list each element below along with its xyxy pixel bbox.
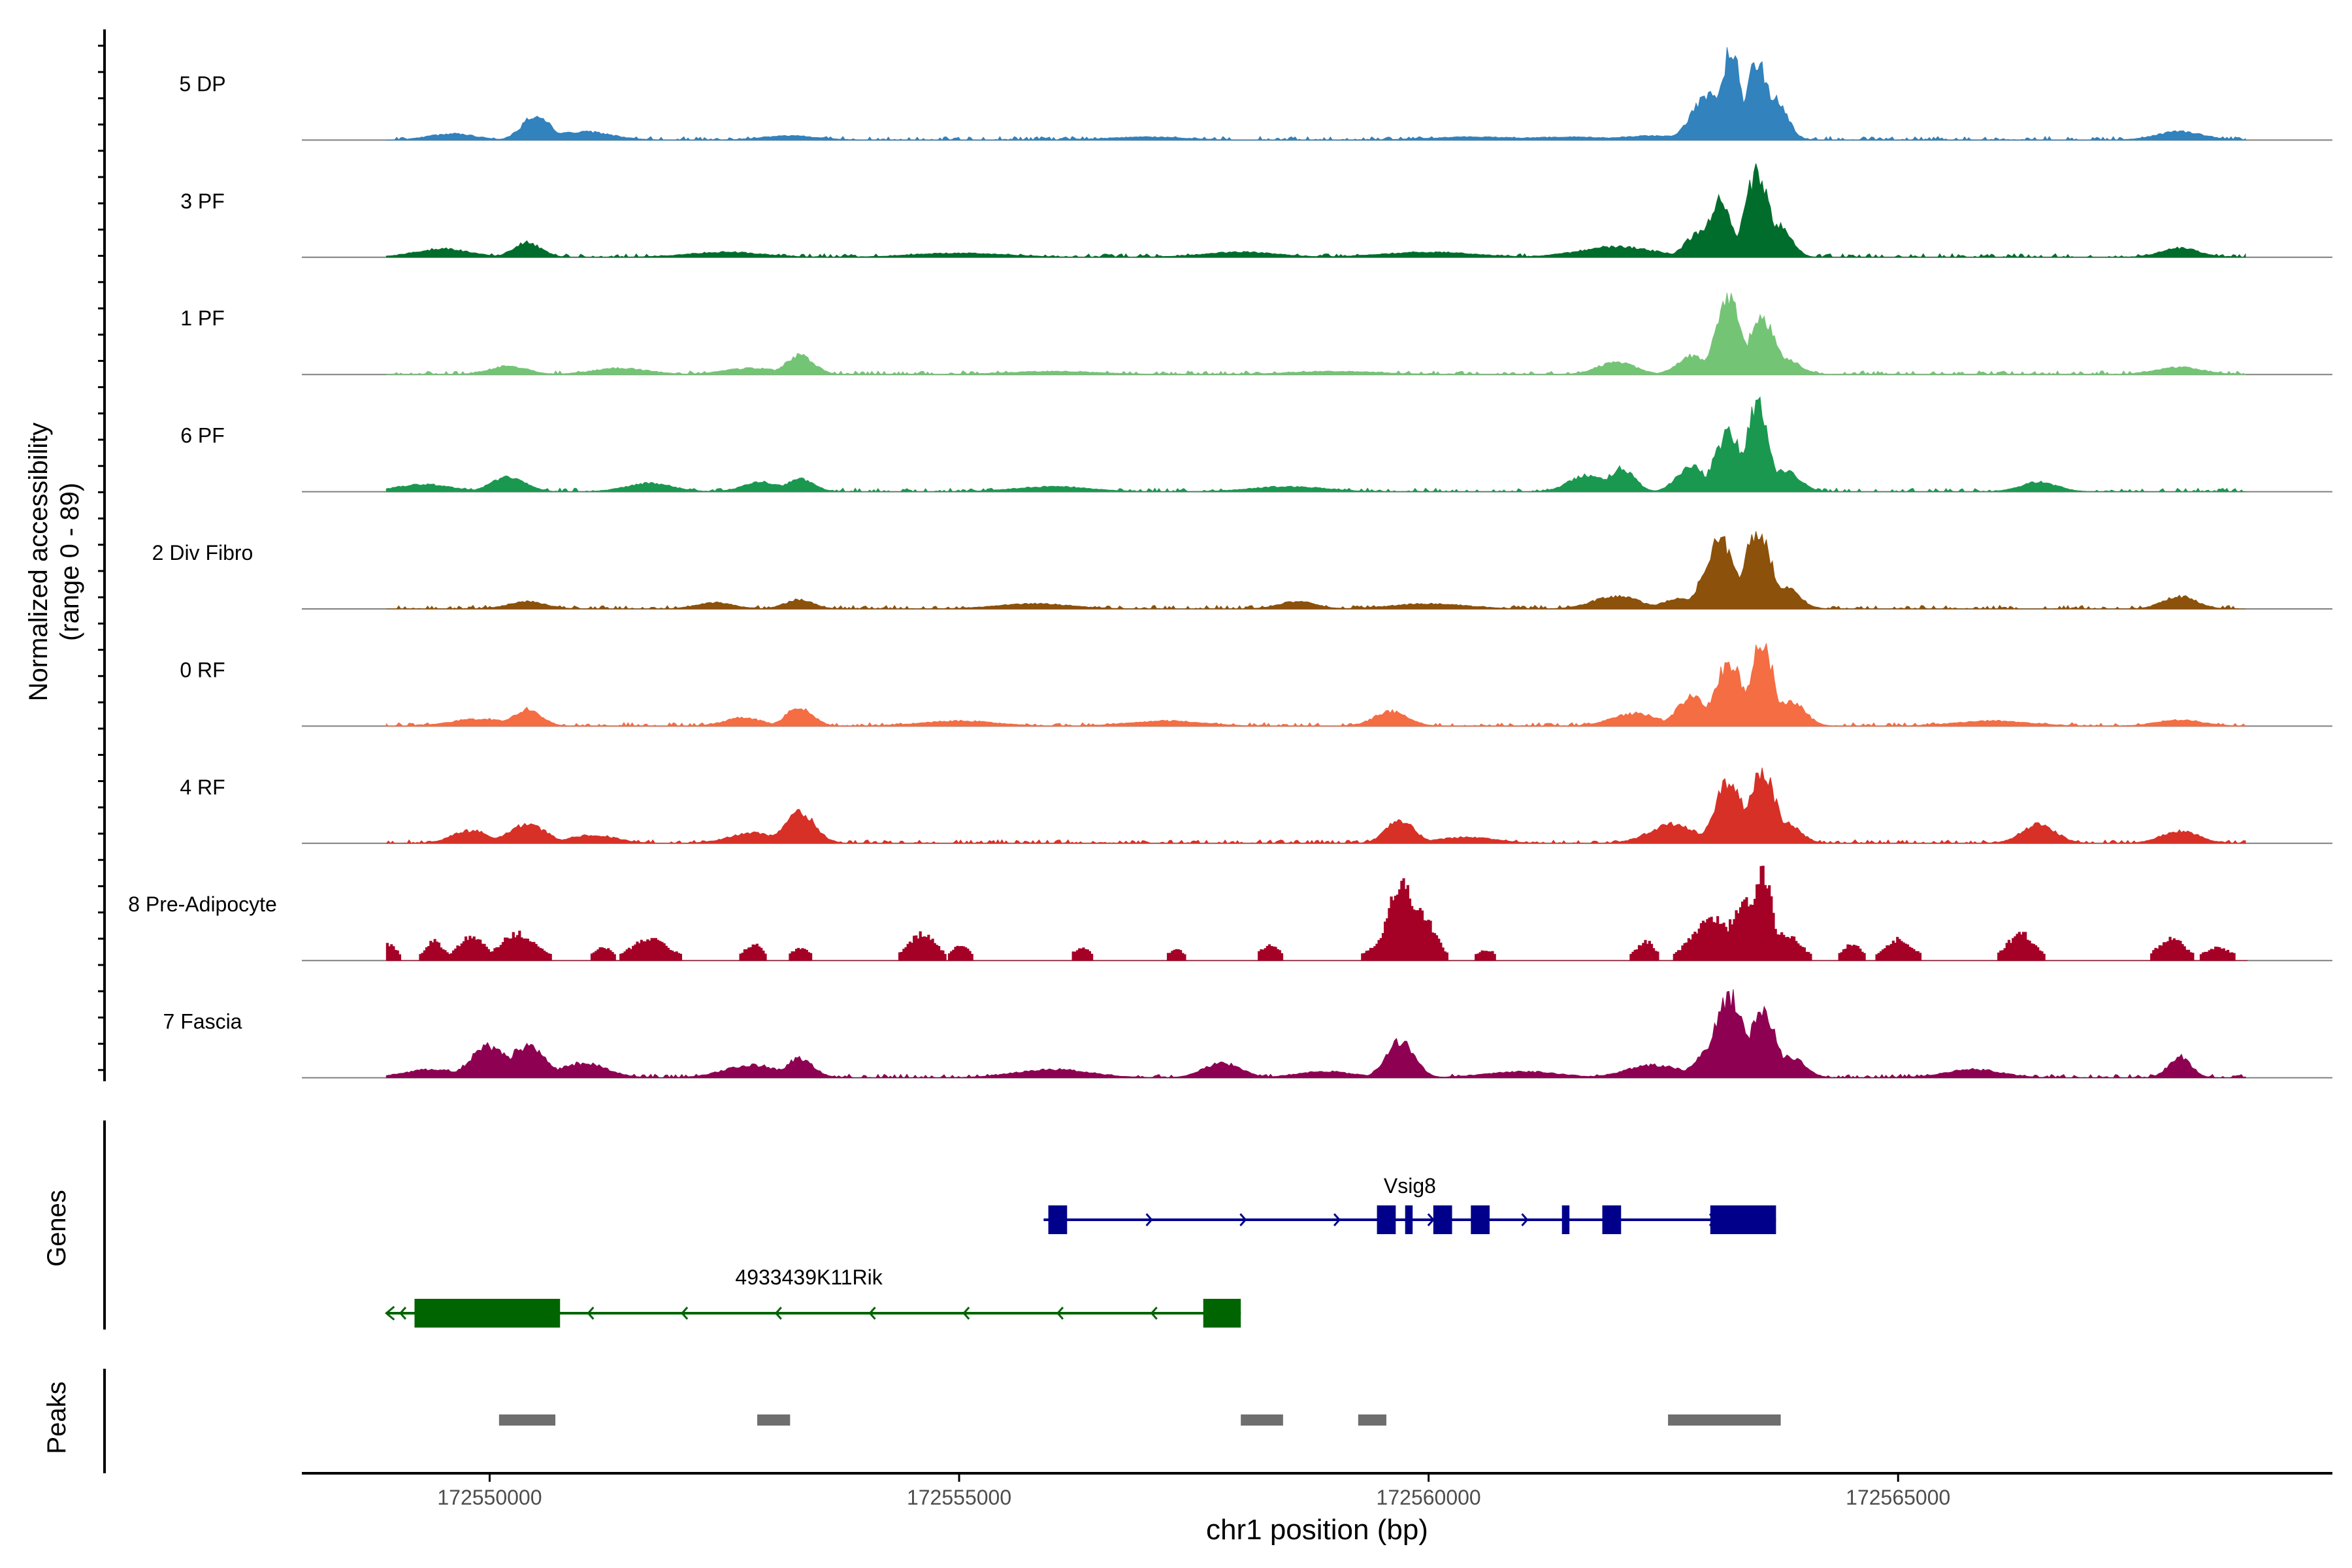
- exon: [1405, 1205, 1413, 1234]
- exon: [1710, 1205, 1776, 1234]
- peak-region: [498, 1414, 556, 1426]
- gene-vsig8: Vsig8: [1043, 1174, 1776, 1234]
- exon: [1377, 1205, 1396, 1234]
- y-axis-title: Normalized accessibility: [24, 423, 53, 702]
- x-tick-label: 172560000: [1377, 1486, 1481, 1509]
- track-5-dp: 5 DP: [179, 47, 2332, 141]
- strand-arrow: [1239, 1213, 1247, 1226]
- peak-region: [757, 1414, 791, 1426]
- track-label: 4 RF: [180, 776, 225, 799]
- gene-annotation-track: Vsig8 4933439K11Rik: [385, 1174, 1776, 1328]
- track-label: 2 Div Fibro: [152, 541, 253, 564]
- track-8-pre-adipocyte: 8 Pre-Adipocyte: [128, 866, 2332, 962]
- track-label: 7 Fascia: [163, 1010, 242, 1034]
- coverage-area: [386, 531, 2246, 610]
- coverage-area: [385, 47, 2246, 141]
- peak-region: [1241, 1414, 1283, 1426]
- coverage-area: [385, 163, 2246, 258]
- track-label: 1 PF: [180, 306, 225, 330]
- track-1-pf: 1 PF: [180, 293, 2332, 376]
- exon: [1561, 1205, 1570, 1234]
- track-7-fascia: 7 Fascia: [163, 989, 2332, 1079]
- peak-region: [1358, 1414, 1386, 1426]
- gene-4933439k11rik: 4933439K11Rik: [385, 1266, 1241, 1328]
- strand-arrow: [1150, 1307, 1158, 1320]
- track-label: 8 Pre-Adipocyte: [128, 892, 277, 916]
- coverage-area: [385, 768, 2246, 844]
- strand-arrow: [399, 1307, 407, 1320]
- strand-arrow: [962, 1307, 970, 1320]
- coverage-area: [385, 989, 2246, 1079]
- y-axis-range: (range 0 - 89): [56, 483, 84, 641]
- peaks-track-label: Peaks: [42, 1381, 71, 1454]
- x-tick-label: 172555000: [907, 1486, 1011, 1509]
- coverage-area: [385, 866, 2248, 961]
- genes-track-label: Genes: [42, 1190, 71, 1267]
- track-0-rf: 0 RF: [180, 643, 2332, 727]
- track-6-pf: 6 PF: [180, 396, 2332, 493]
- exon: [414, 1299, 561, 1328]
- track-2-div-fibro: 2 Div Fibro: [152, 531, 2332, 610]
- exon: [1471, 1205, 1490, 1234]
- track-3-pf: 3 PF: [180, 163, 2332, 258]
- track-label: 3 PF: [180, 189, 225, 213]
- exon: [1203, 1299, 1241, 1328]
- strand-arrow: [1145, 1213, 1153, 1226]
- strand-arrow: [1056, 1307, 1064, 1320]
- strand-arrow: [1333, 1213, 1341, 1226]
- track-label: 0 RF: [180, 658, 225, 681]
- strand-arrow: [868, 1307, 876, 1320]
- peak-region-track: [498, 1414, 1781, 1426]
- exon: [1602, 1205, 1622, 1234]
- track-4-rf: 4 RF: [180, 768, 2332, 844]
- strand-arrow: [385, 1305, 395, 1321]
- exon: [1433, 1205, 1452, 1234]
- strand-arrow: [681, 1307, 689, 1320]
- coverage-area: [385, 643, 2246, 727]
- coverage-area: [386, 293, 2246, 376]
- peak-region: [1668, 1414, 1781, 1426]
- coverage-area: [385, 396, 2246, 493]
- x-tick-label: 172565000: [1846, 1486, 1950, 1509]
- x-tick-label: 172550000: [437, 1486, 542, 1509]
- track-label: 6 PF: [180, 424, 225, 448]
- exon: [1048, 1205, 1068, 1234]
- gene-label: 4933439K11Rik: [735, 1266, 883, 1289]
- track-label: 5 DP: [179, 72, 225, 95]
- gene-label: Vsig8: [1384, 1174, 1436, 1198]
- coverage-y-ticks: [98, 44, 105, 1071]
- strand-arrow: [587, 1307, 595, 1320]
- coverage-tracks: 5 DP 3 PF 1 PF 6 PF 2 Div Fibro 0 RF 4 RF 8 Pre…: [128, 47, 2332, 1079]
- x-axis-title: chr1 position (bp): [1206, 1514, 1428, 1546]
- strand-arrow: [1521, 1213, 1529, 1226]
- strand-arrow: [774, 1307, 782, 1320]
- x-axis-ticks: 172550000 172555000 172560000 172565000: [437, 1473, 1950, 1509]
